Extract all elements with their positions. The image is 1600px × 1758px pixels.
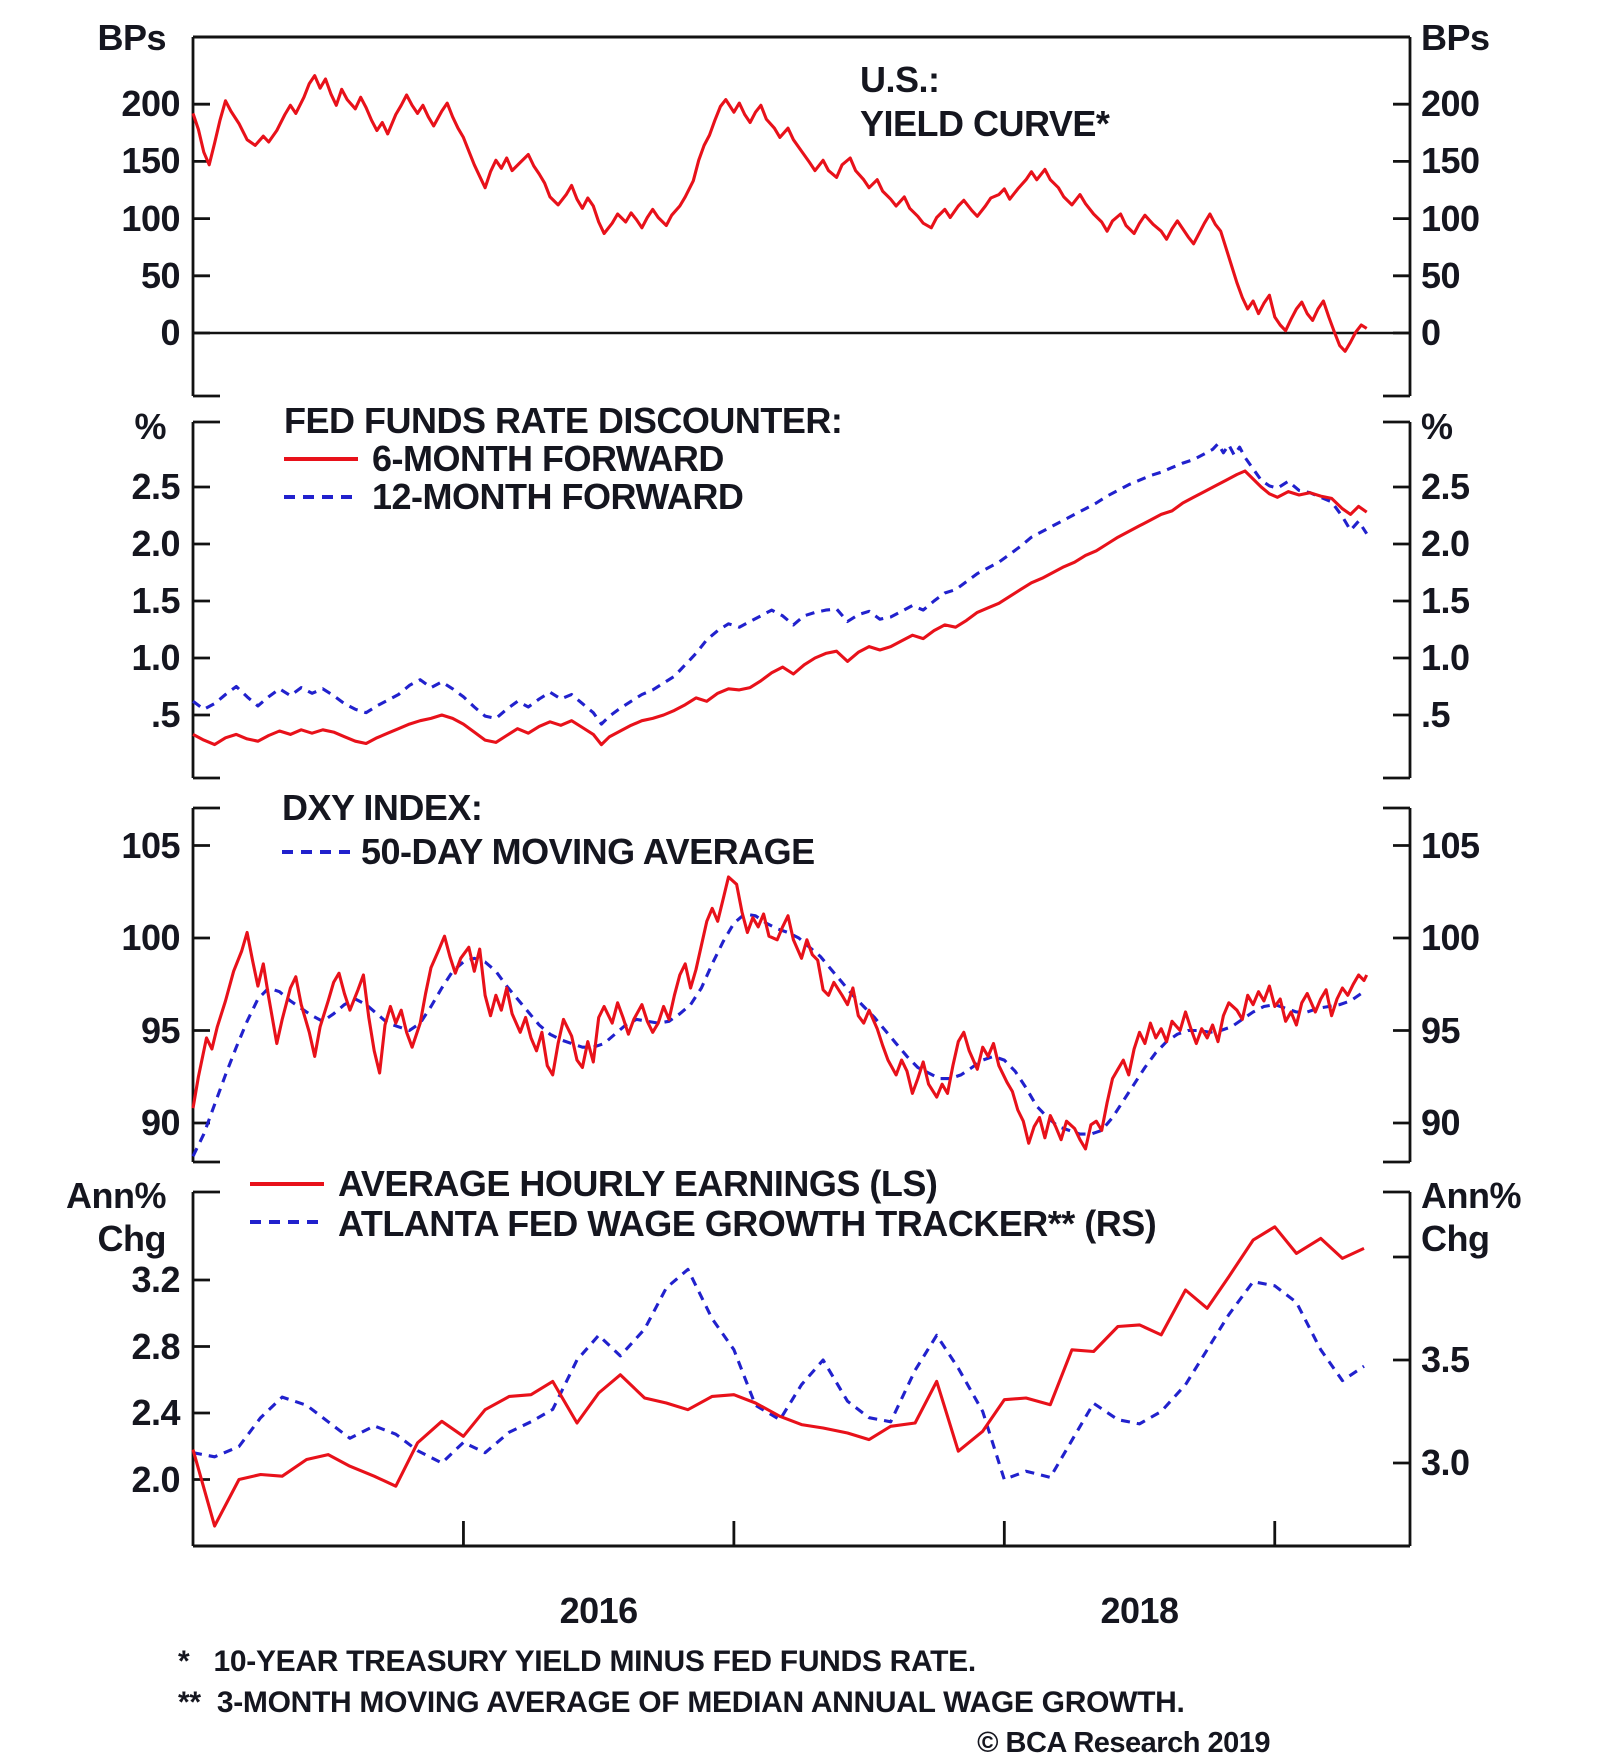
p1-right-tick-label: 150: [1421, 140, 1480, 182]
p2-left-tick-label: 1.5: [131, 580, 180, 621]
p3-left-tick-label: 105: [121, 824, 180, 866]
p4-left-tick-label: 2.8: [131, 1325, 180, 1367]
p3-legend-title: DXY INDEX:: [282, 787, 483, 828]
p2-unit-right: %: [1421, 406, 1453, 447]
x-axis-year-label: 2016: [559, 1590, 639, 1631]
p2-right-tick-label: .5: [1421, 694, 1451, 735]
p1-unit-right: BPs: [1421, 17, 1490, 58]
p2-right-tick-label: 2.5: [1421, 466, 1470, 507]
p1-left-tick-label: 150: [121, 140, 180, 182]
p4-unit-right-line1: Ann%: [1421, 1175, 1522, 1216]
footnote-2: ** 3-MONTH MOVING AVERAGE OF MEDIAN ANNU…: [178, 1686, 1185, 1719]
p2-series-fed-funds-6m-forward: [192, 469, 1368, 747]
p1-unit-left: BPs: [97, 17, 166, 58]
p2-left-tick-label: 2.5: [131, 466, 180, 507]
p2-legend-item-6-month: 6-MONTH FORWARD: [372, 438, 724, 479]
p1-right-tick-label: 50: [1421, 254, 1461, 296]
copyright: © BCA Research 2019: [977, 1727, 1270, 1758]
p2-legend-title: FED FUNDS RATE DISCOUNTER:: [284, 400, 843, 441]
p2-unit-left: %: [134, 406, 166, 447]
p2-right-tick-label: 2.0: [1421, 523, 1470, 564]
p2-left-tick-label: 2.0: [131, 523, 180, 564]
p4-left-tick-label: 2.0: [131, 1458, 180, 1500]
p3-left-tick-label: 100: [121, 917, 180, 958]
p3-legend-item-50dma: 50-DAY MOVING AVERAGE: [361, 831, 815, 872]
p1-title-line2: YIELD CURVE*: [860, 103, 1110, 144]
p4-legend-item-atlanta: ATLANTA FED WAGE GROWTH TRACKER** (RS): [338, 1203, 1157, 1244]
p4-unit-left-line1: Ann%: [66, 1175, 167, 1216]
p4-left-tick-label: 2.4: [131, 1392, 180, 1433]
footnote-1: * 10-YEAR TREASURY YIELD MINUS FED FUNDS…: [178, 1645, 976, 1678]
p3-series-dxy-50-day-moving-average: [191, 912, 1368, 1157]
p2-left-tick-label: 1.0: [131, 637, 180, 678]
p4-right-tick-label: 3.0: [1421, 1442, 1470, 1483]
p1-left-tick-label: 200: [121, 83, 180, 125]
p2-series-fed-funds-12m-forward: [192, 442, 1369, 726]
p1-left-tick-label: 100: [121, 197, 180, 239]
p3-left-tick-label: 90: [140, 1102, 181, 1143]
p2-right-tick-label: 1.5: [1421, 580, 1470, 621]
p3-left-tick-label: 95: [140, 1009, 181, 1051]
p1-right-tick-label: 200: [1421, 83, 1480, 125]
p1-left-tick-label: 50: [140, 254, 181, 296]
p2-right-tick-label: 1.0: [1421, 637, 1470, 678]
p3-series-dxy-index: [191, 875, 1369, 1151]
p3-right-tick-label: 105: [1421, 824, 1480, 866]
p1-right-tick-label: 100: [1421, 197, 1480, 239]
p1-series-us-yield-curve: [191, 74, 1368, 353]
p3-right-tick-label: 95: [1421, 1009, 1461, 1051]
p4-series-average-hourly-earnings: [191, 1225, 1365, 1528]
p4-unit-right-line2: Chg: [1421, 1218, 1490, 1259]
p4-right-tick-label: 3.5: [1421, 1339, 1470, 1380]
x-axis-year-label: 2018: [1100, 1590, 1179, 1631]
p4-unit-left-line2: Chg: [97, 1218, 167, 1259]
p4-legend-item-ahe: AVERAGE HOURLY EARNINGS (LS): [338, 1163, 938, 1204]
p1-left-tick-label: 0: [160, 312, 180, 353]
p2-legend-item-12-month: 12-MONTH FORWARD: [372, 476, 744, 517]
p1-right-tick-label: 0: [1421, 312, 1441, 353]
p3-right-tick-label: 100: [1421, 917, 1480, 958]
p2-left-tick-label: .5: [150, 694, 181, 735]
p3-right-tick-label: 90: [1421, 1102, 1461, 1143]
p4-left-tick-label: 3.2: [131, 1259, 180, 1300]
p1-title-line1: U.S.:: [860, 59, 940, 100]
p4-series-atlanta-fed-wage-growth-tracker: [192, 1267, 1365, 1482]
